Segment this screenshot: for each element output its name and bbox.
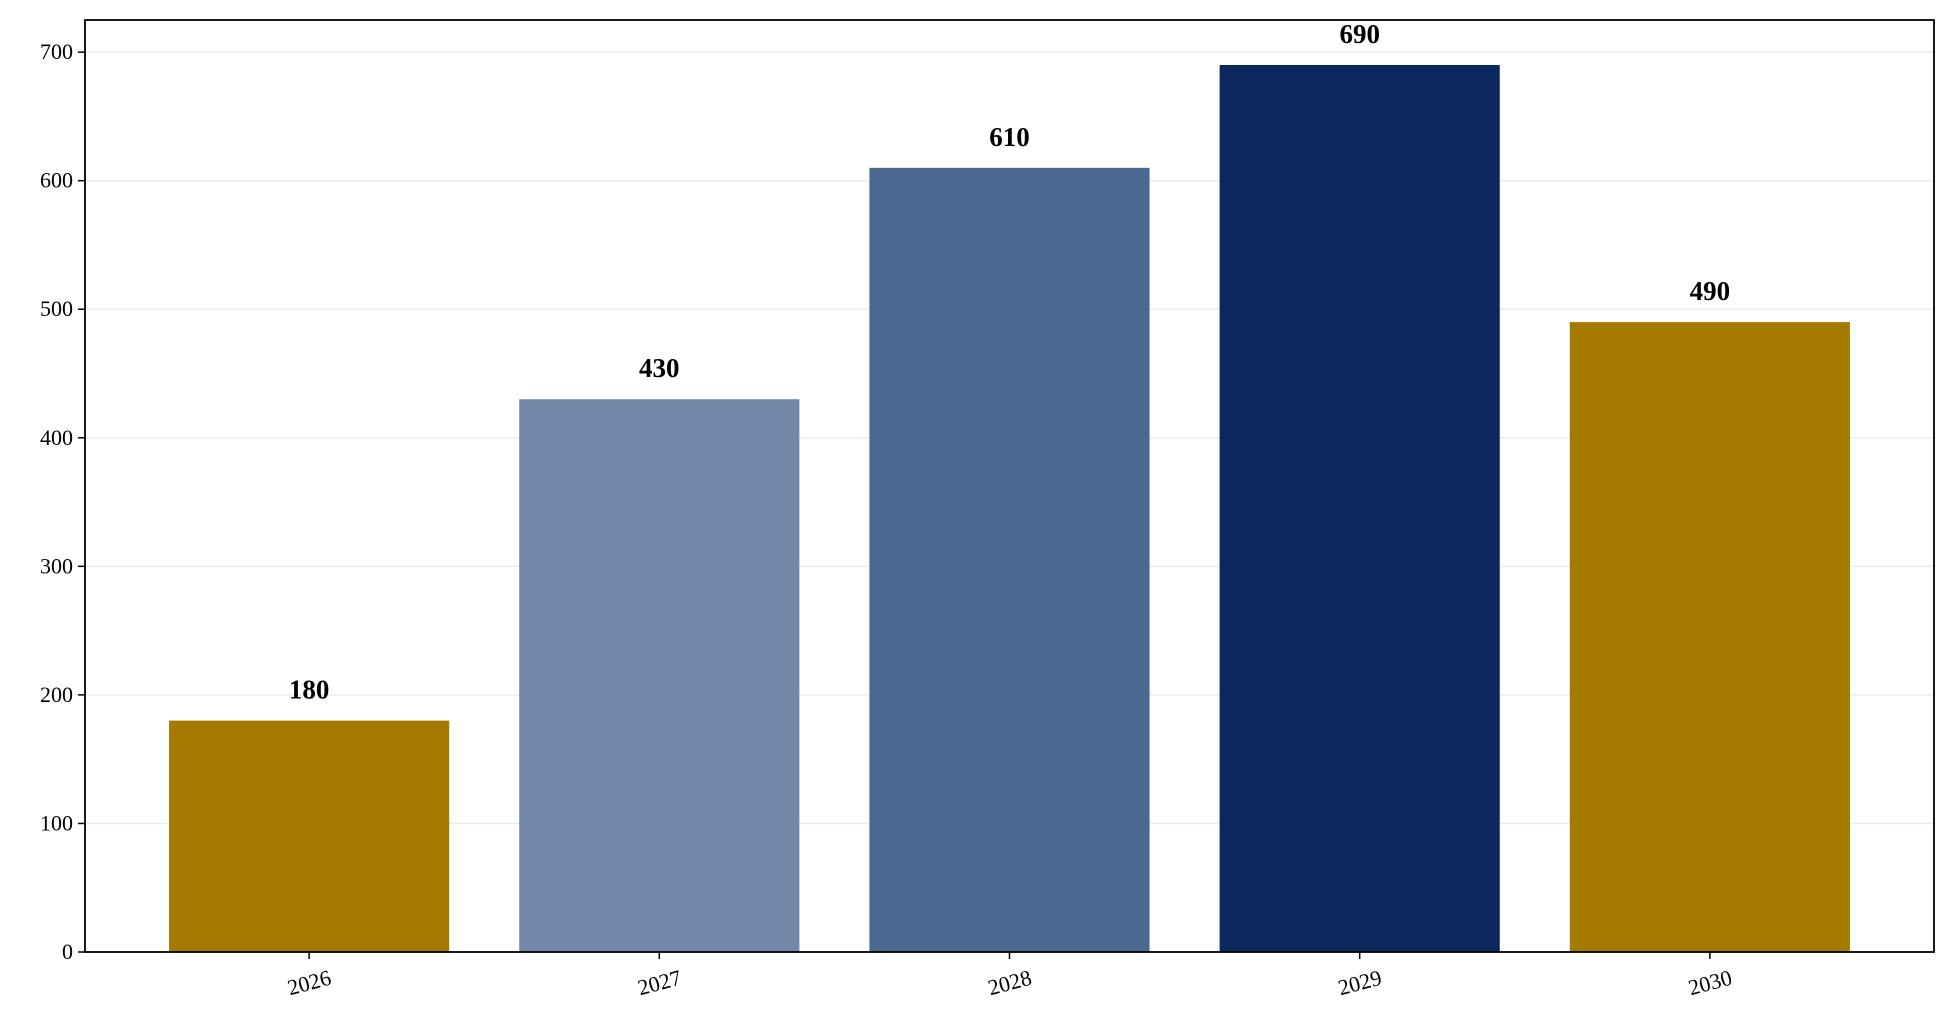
value-label: 690 xyxy=(1339,19,1380,49)
plot-frame xyxy=(84,19,1935,953)
y-tick-label: 500 xyxy=(40,296,73,321)
y-tick-label: 600 xyxy=(40,168,73,193)
x-tick-label: 2026 xyxy=(285,965,334,1001)
x-tick-label: 2030 xyxy=(1686,965,1735,1001)
y-tick-label: 200 xyxy=(40,682,73,707)
bar xyxy=(519,399,800,952)
y-tick-label: 300 xyxy=(40,553,73,578)
bar xyxy=(169,720,450,952)
y-tick-label: 700 xyxy=(40,39,73,64)
bar xyxy=(869,167,1150,953)
x-tick-label: 2028 xyxy=(985,965,1034,1001)
bar xyxy=(1569,322,1850,952)
y-tick-label: 400 xyxy=(40,425,73,450)
bar xyxy=(1219,64,1500,952)
y-tick-label: 0 xyxy=(62,939,73,964)
x-tick-label: 2029 xyxy=(1335,965,1384,1001)
value-label: 430 xyxy=(639,353,680,383)
value-label: 490 xyxy=(1690,276,1731,306)
value-label: 610 xyxy=(989,122,1030,152)
x-tick-label: 2027 xyxy=(635,965,684,1001)
y-tick-label: 100 xyxy=(40,810,73,835)
value-label: 180 xyxy=(289,675,330,705)
